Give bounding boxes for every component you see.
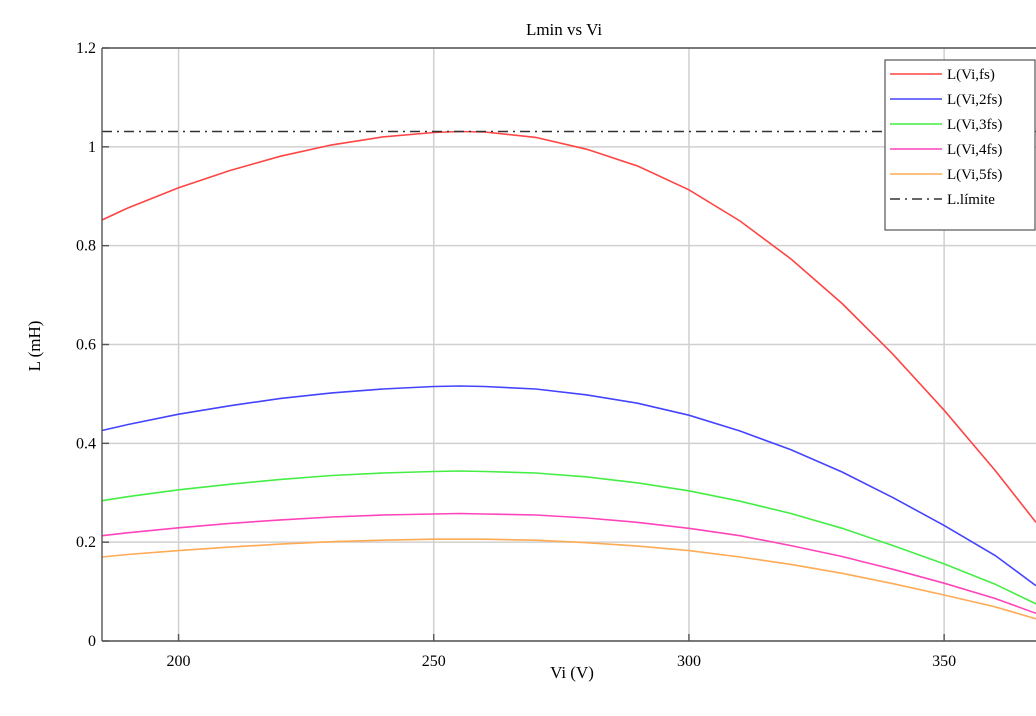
y-tick-label-1: 0.2 [76,534,96,551]
chart-title: Lmin vs Vi [526,20,602,39]
ticks: 200 250 300 350 0 0.2 0.4 0.6 0.8 1 1.2 [76,40,956,670]
y-tick-label-3: 0.6 [76,337,96,354]
x-tick-label-1: 250 [422,653,446,670]
x-tick-label-0: 200 [167,653,191,670]
legend: L(Vi,fs) L(Vi,2fs) L(Vi,3fs) L(Vi,4fs) L(Vi,… [884,59,1036,231]
legend-label-3: L(Vi,4fs) [947,142,1002,158]
legend-box [884,59,1036,231]
series-line-0 [101,130,1036,523]
x-axis-label: Vi (V) [550,663,594,682]
y-axis-label: L (mH) [25,321,44,372]
series-line-2 [101,470,1036,605]
series-group [101,130,1036,620]
series-line-4 [101,538,1036,620]
legend-label-1: L(Vi,2fs) [947,92,1002,108]
y-tick-label-2: 0.4 [76,435,96,452]
x-tick-label-3: 350 [932,653,956,670]
y-tick-label-5: 1 [88,139,96,156]
x-tick-label-2: 300 [677,653,701,670]
legend-label-0: L(Vi,fs) [947,67,995,83]
series-line-3 [101,512,1036,615]
series-line-1 [101,385,1036,587]
y-tick-label-0: 0 [88,633,96,650]
legend-label-5: L.límite [947,192,995,208]
legend-label-2: L(Vi,3fs) [947,117,1002,133]
y-tick-label-4: 0.8 [76,238,96,255]
y-tick-label-6: 1.2 [76,40,96,57]
legend-label-4: L(Vi,5fs) [947,167,1002,183]
